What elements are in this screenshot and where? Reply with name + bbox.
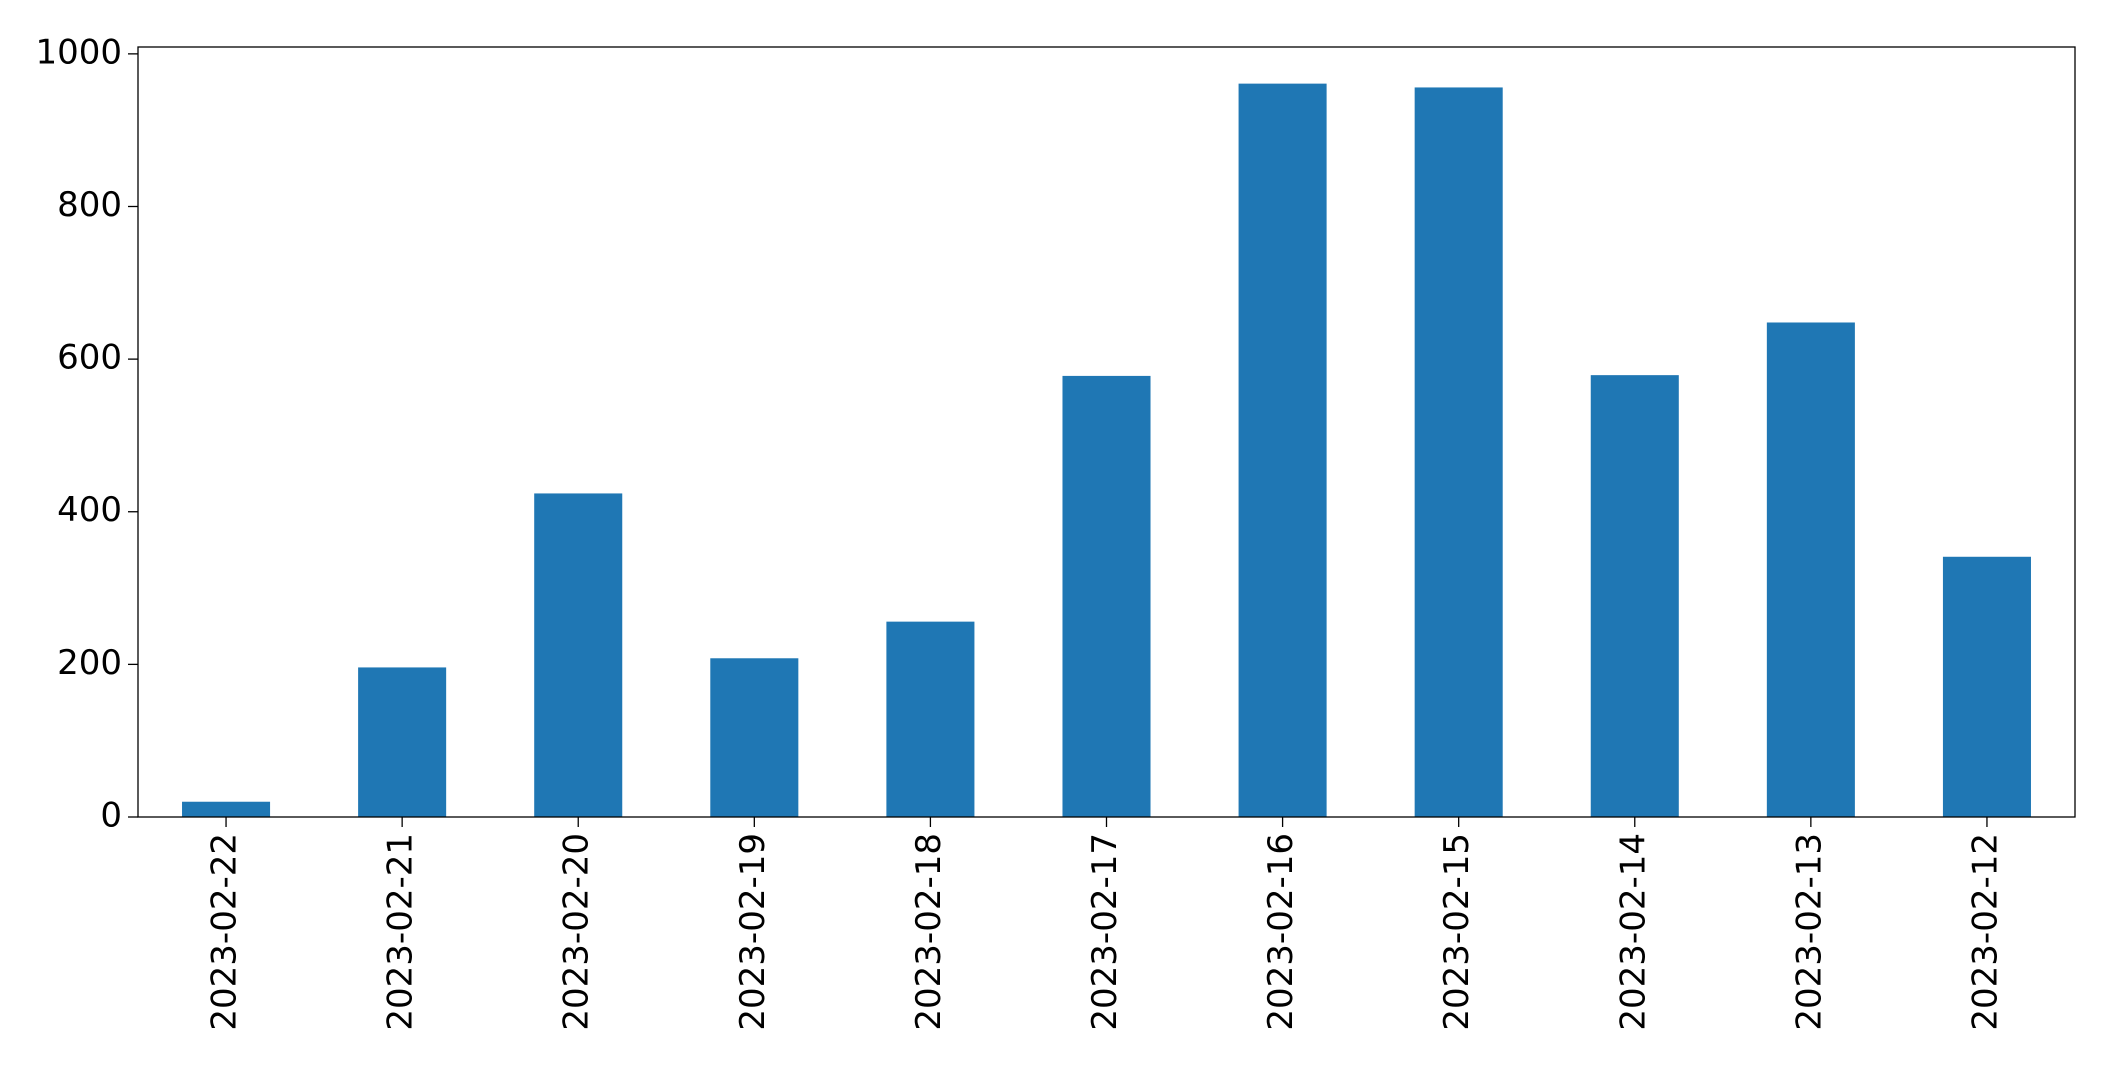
x-tick-label: 2023-02-19	[733, 833, 773, 1031]
x-tick-label: 2023-02-18	[909, 833, 949, 1031]
bar	[1414, 87, 1503, 817]
x-tick-label: 2023-02-20	[557, 833, 597, 1031]
y-tick-label: 200	[57, 643, 122, 683]
y-tick-label: 600	[57, 338, 122, 378]
bar	[1942, 556, 2031, 817]
y-tick-label: 800	[57, 185, 122, 225]
bar	[182, 801, 271, 817]
x-tick-label: 2023-02-14	[1613, 833, 1653, 1031]
bar	[1590, 375, 1679, 817]
x-tick-label: 2023-02-13	[1789, 833, 1829, 1031]
bar	[358, 667, 447, 817]
bar	[1766, 322, 1855, 817]
bar	[534, 493, 623, 817]
x-tick-label: 2023-02-16	[1261, 833, 1301, 1031]
y-tick-label: 1000	[35, 32, 122, 72]
bar	[1062, 375, 1151, 817]
bar	[1238, 83, 1327, 818]
bar	[886, 621, 975, 817]
x-tick-label: 2023-02-12	[1965, 833, 2005, 1031]
bar	[710, 658, 799, 817]
plot-frame	[137, 46, 2076, 818]
x-tick-label: 2023-02-15	[1437, 833, 1477, 1031]
x-tick-label: 2023-02-17	[1085, 833, 1125, 1031]
x-tick-label: 2023-02-22	[205, 833, 245, 1031]
x-tick-label: 2023-02-21	[381, 833, 421, 1031]
y-tick-label: 400	[57, 490, 122, 530]
y-tick-label: 0	[100, 796, 122, 836]
